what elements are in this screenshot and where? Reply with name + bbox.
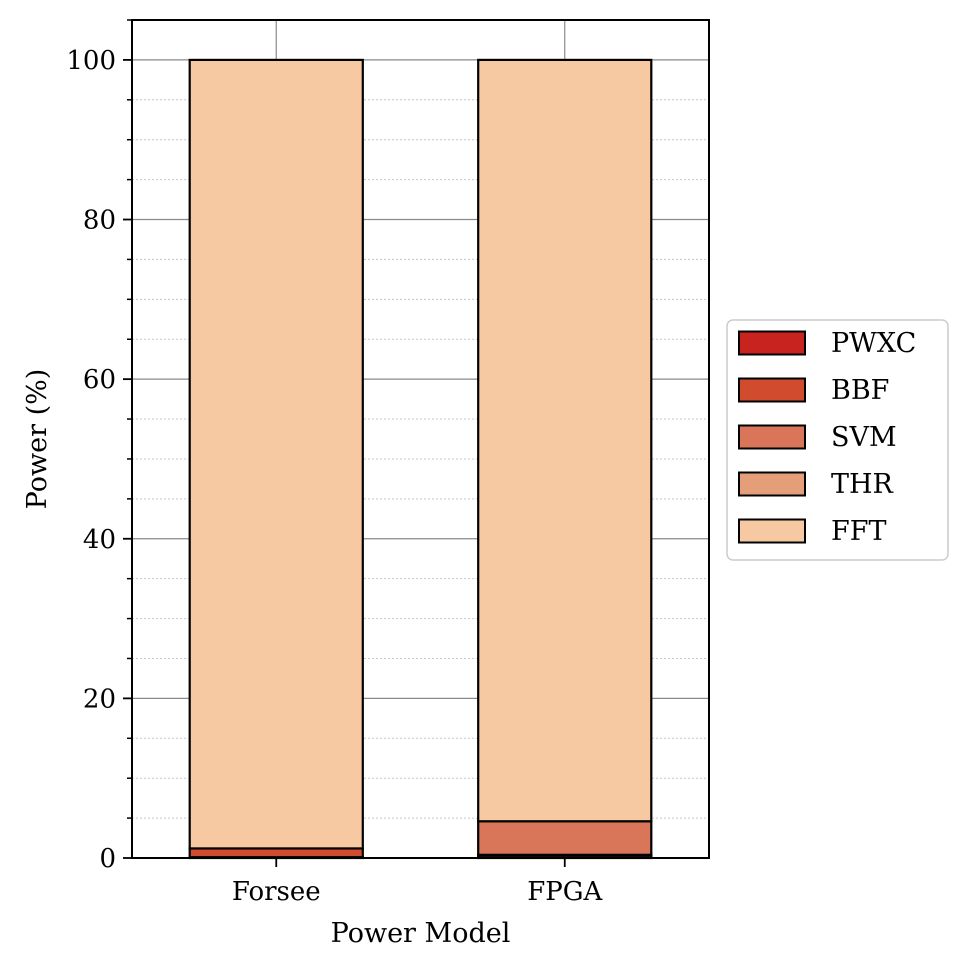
legend-swatch-pwxc bbox=[738, 330, 806, 356]
legend-swatch-thr bbox=[738, 471, 806, 497]
x-tick-label: Forsee bbox=[232, 877, 321, 907]
y-tick-label: 80 bbox=[83, 206, 116, 236]
legend-label-pwxc: PWXC bbox=[831, 328, 916, 359]
legend-swatch-bbf bbox=[738, 377, 806, 403]
y-axis-title: Power (%) bbox=[22, 369, 53, 510]
bar-segment-fft bbox=[188, 58, 364, 850]
bar-segment-svm bbox=[477, 820, 653, 856]
y-tick-label: 100 bbox=[66, 46, 116, 76]
plot-frame bbox=[131, 19, 710, 859]
legend-label-thr: THR bbox=[831, 469, 894, 500]
bars bbox=[188, 58, 653, 860]
y-tick-label: 0 bbox=[99, 844, 116, 874]
legend: PWXC BBF SVM THR FFT bbox=[726, 319, 949, 561]
y-tick-label: 20 bbox=[83, 684, 116, 714]
axis-ticks: 0 20 40 60 80 100 Forsee FPGA bbox=[66, 19, 604, 907]
x-tick-label: FPGA bbox=[527, 877, 603, 907]
bar-segment-fft bbox=[477, 58, 653, 823]
y-tick-label: 40 bbox=[83, 525, 116, 555]
legend-swatch-svm bbox=[738, 424, 806, 450]
y-tick-label: 60 bbox=[83, 365, 116, 395]
x-axis-title: Power Model bbox=[331, 918, 511, 949]
legend-swatch-fft bbox=[738, 518, 806, 544]
legend-label-bbf: BBF bbox=[831, 375, 889, 406]
bar-segment-bbf bbox=[188, 847, 364, 859]
legend-label-fft: FFT bbox=[831, 516, 886, 547]
legend-label-svm: SVM bbox=[831, 422, 897, 453]
